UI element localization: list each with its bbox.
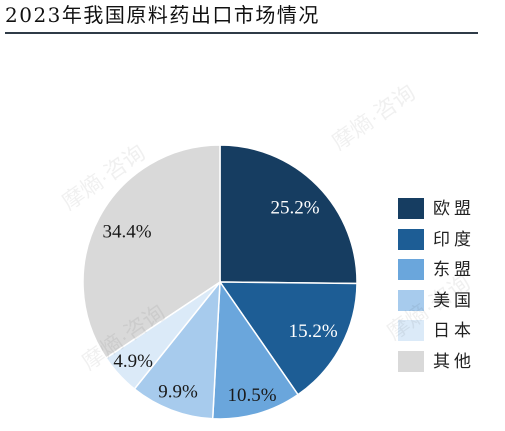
legend-item: 美国 [398,289,475,321]
legend-swatch [398,320,424,342]
chart-title: 2023年我国原料药出口市场情况 [5,3,320,27]
data-label-3: 10.5% [228,385,277,406]
legend-swatch [398,228,424,250]
pie-slice-4 [133,279,221,420]
pie-slice-1 [219,144,358,285]
pie-data-labels: 25.2% 15.2% 10.5% 9.9%4.9% 34.4% [102,197,337,406]
legend-swatch [398,198,424,219]
legend-label: 美国 [433,290,475,310]
legend-item: 其他 [398,350,475,382]
data-label-1: 25.2% [270,197,319,218]
legend-item: 欧盟 [398,198,475,229]
legend-swatch [398,350,424,372]
legend-label: 其他 [433,351,475,371]
legend-label: 欧盟 [433,199,475,218]
chart-legend: 欧盟 印度 东盟 美国 日本 其他 [398,198,475,382]
legend-item: 日本 [398,320,475,351]
legend-label: 日本 [433,321,475,341]
pie-slice-2 [218,281,358,396]
legend-swatch [398,289,424,311]
pie-slices [82,144,358,420]
pie-slice-3 [211,279,300,420]
data-label-5: 4.9% [113,351,153,372]
legend-item: 东盟 [398,259,475,290]
legend-label: 东盟 [433,260,475,280]
legend-swatch [398,259,424,281]
data-label-2: 15.2% [289,321,338,342]
data-label-6: 34.4% [102,222,151,243]
pie-slice-6 [82,144,221,360]
data-label-4: 9.9% [158,382,198,403]
legend-item: 印度 [398,228,475,260]
title-divider [5,32,478,34]
legend-label: 印度 [433,229,475,249]
